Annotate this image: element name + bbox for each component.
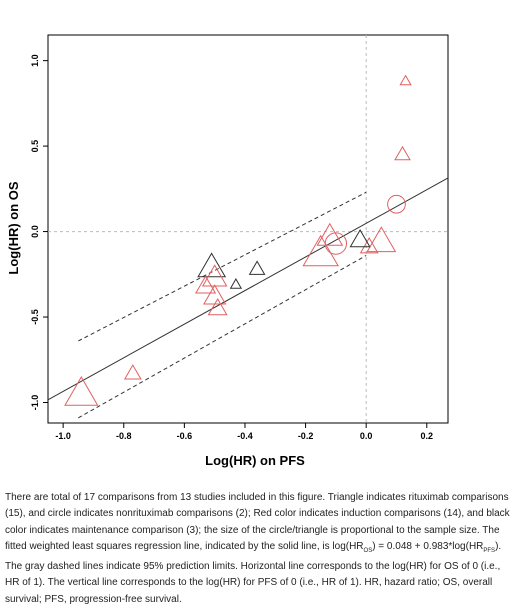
data-point-triangle [399,74,412,86]
regression-line [47,177,449,401]
data-point-triangle [359,236,379,254]
data-point-triangle [229,277,243,289]
y-tick-label: -0.5 [30,309,40,325]
x-tick-label: -0.8 [116,431,132,441]
caption-text-2: ) = 0.048 + 0.983*log(HR [372,540,484,552]
data-point-triangle [316,222,344,246]
y-tick-label: 1.0 [30,54,40,67]
data-point-circle [324,232,348,255]
x-tick-label: -0.4 [237,431,253,441]
x-tick-label: 0.0 [360,431,373,441]
data-point-triangle [201,264,228,287]
caption-text-3: ). The gray dashed lines indicate 95% pr… [5,540,502,605]
data-point-triangle [203,284,227,305]
data-point-triangle [195,275,217,294]
data-point-triangle [64,376,99,406]
y-tick-label: 0.0 [30,225,40,238]
plot-frame [47,34,449,424]
data-point-triangle [394,145,411,161]
data-point-triangle [207,298,228,316]
caption-text: There are total of 17 comparisons from 1… [5,492,510,552]
data-point-triangle [366,226,397,253]
y-tick-label: 0.5 [30,140,40,153]
x-tick-label: -1.0 [55,431,71,441]
data-point-triangle [197,252,227,278]
scatter-plot: -1.0 -0.8 -0.6 -0.4 -0.2 0.0 0.2 -1.0 -0.5 0.0 0.… [6,34,449,468]
prediction-limit-lower [78,255,367,419]
y-tick-label: -1.0 [30,395,40,411]
x-axis: -1.0 -0.8 -0.6 -0.4 -0.2 0.0 0.2 [55,423,433,441]
figure-caption: There are total of 17 comparisons from 1… [5,490,517,608]
caption-subscript-pfs: PFS [483,547,496,554]
prediction-limit-upper [78,191,367,342]
data-point-triangle [349,229,371,248]
x-axis-title: Log(HR) on PFS [205,453,305,468]
data-point-triangle [302,234,339,267]
y-axis: -1.0 -0.5 0.0 0.5 1.0 [30,54,48,410]
data-point-triangle [248,260,266,275]
x-tick-label: -0.6 [177,431,193,441]
caption-subscript-os: OS [363,547,373,554]
x-tick-label: -0.2 [298,431,314,441]
data-point-triangle [123,364,142,380]
x-tick-label: 0.2 [421,431,434,441]
plot-content [47,35,449,423]
y-axis-title: Log(HR) on OS [6,181,21,274]
data-point-circle [387,194,406,214]
